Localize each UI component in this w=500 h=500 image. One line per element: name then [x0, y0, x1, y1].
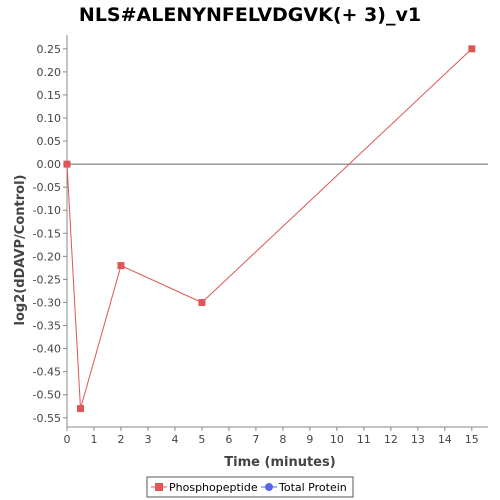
chart-title: NLS#ALENYNFELVDGVK(+ 3)_v1: [79, 4, 421, 26]
legend-marker-circle: [265, 483, 273, 491]
legend-label: Phosphopeptide: [169, 481, 258, 494]
x-tick-label: 7: [252, 433, 259, 446]
legend: Phosphopeptide Total Protein: [146, 476, 354, 498]
data-point: [198, 298, 206, 306]
y-tick-label: -0.45: [33, 366, 61, 379]
y-tick-label: 0.00: [37, 158, 62, 171]
x-tick-label: 13: [411, 433, 425, 446]
y-tick-label: -0.30: [33, 296, 61, 309]
legend-label: Total Protein: [278, 481, 347, 494]
y-tick-label: -0.55: [33, 412, 61, 425]
y-tick-label: -0.40: [33, 343, 61, 356]
x-axis-label: Time (minutes): [224, 455, 335, 470]
data-point: [468, 45, 476, 53]
x-tick-label: 8: [279, 433, 286, 446]
x-tick-label: 6: [225, 433, 232, 446]
x-tick-label: 15: [465, 433, 479, 446]
x-tick-label: 10: [330, 433, 344, 446]
y-tick-label: 0.05: [37, 135, 62, 148]
data-point: [117, 262, 125, 270]
y-tick-label: 0.20: [37, 66, 62, 79]
y-tick-label: -0.15: [33, 227, 61, 240]
y-tick-label: -0.20: [33, 250, 61, 263]
y-tick-label: -0.05: [33, 181, 61, 194]
y-tick-label: 0.15: [37, 89, 62, 102]
y-tick-label: -0.25: [33, 273, 61, 286]
x-tick-label: 1: [90, 433, 97, 446]
x-tick-label: 5: [198, 433, 205, 446]
x-tick-label: 4: [171, 433, 178, 446]
y-tick-label: -0.10: [33, 204, 61, 217]
y-tick-label: -0.35: [33, 320, 61, 333]
x-tick-label: 2: [117, 433, 124, 446]
x-tick-label: 0: [64, 433, 71, 446]
x-tick-label: 9: [306, 433, 313, 446]
legend-box: [146, 476, 354, 498]
legend-marker-square: [155, 483, 163, 491]
x-tick-label: 3: [144, 433, 151, 446]
y-tick-label: 0.10: [37, 112, 62, 125]
y-tick-label: 0.25: [37, 43, 62, 56]
x-tick-label: 11: [357, 433, 371, 446]
y-tick-label: -0.50: [33, 389, 61, 402]
data-point: [76, 405, 84, 413]
data-point: [63, 160, 71, 168]
x-tick-label: 14: [438, 433, 452, 446]
plot-area: 0.25 0.20 0.15 0.10 0.05 0.00 -0.05 -0.10 -0.15 -…: [33, 35, 488, 446]
y-axis-label: log2(dDAVP/Control): [13, 175, 28, 326]
x-tick-label: 12: [384, 433, 398, 446]
